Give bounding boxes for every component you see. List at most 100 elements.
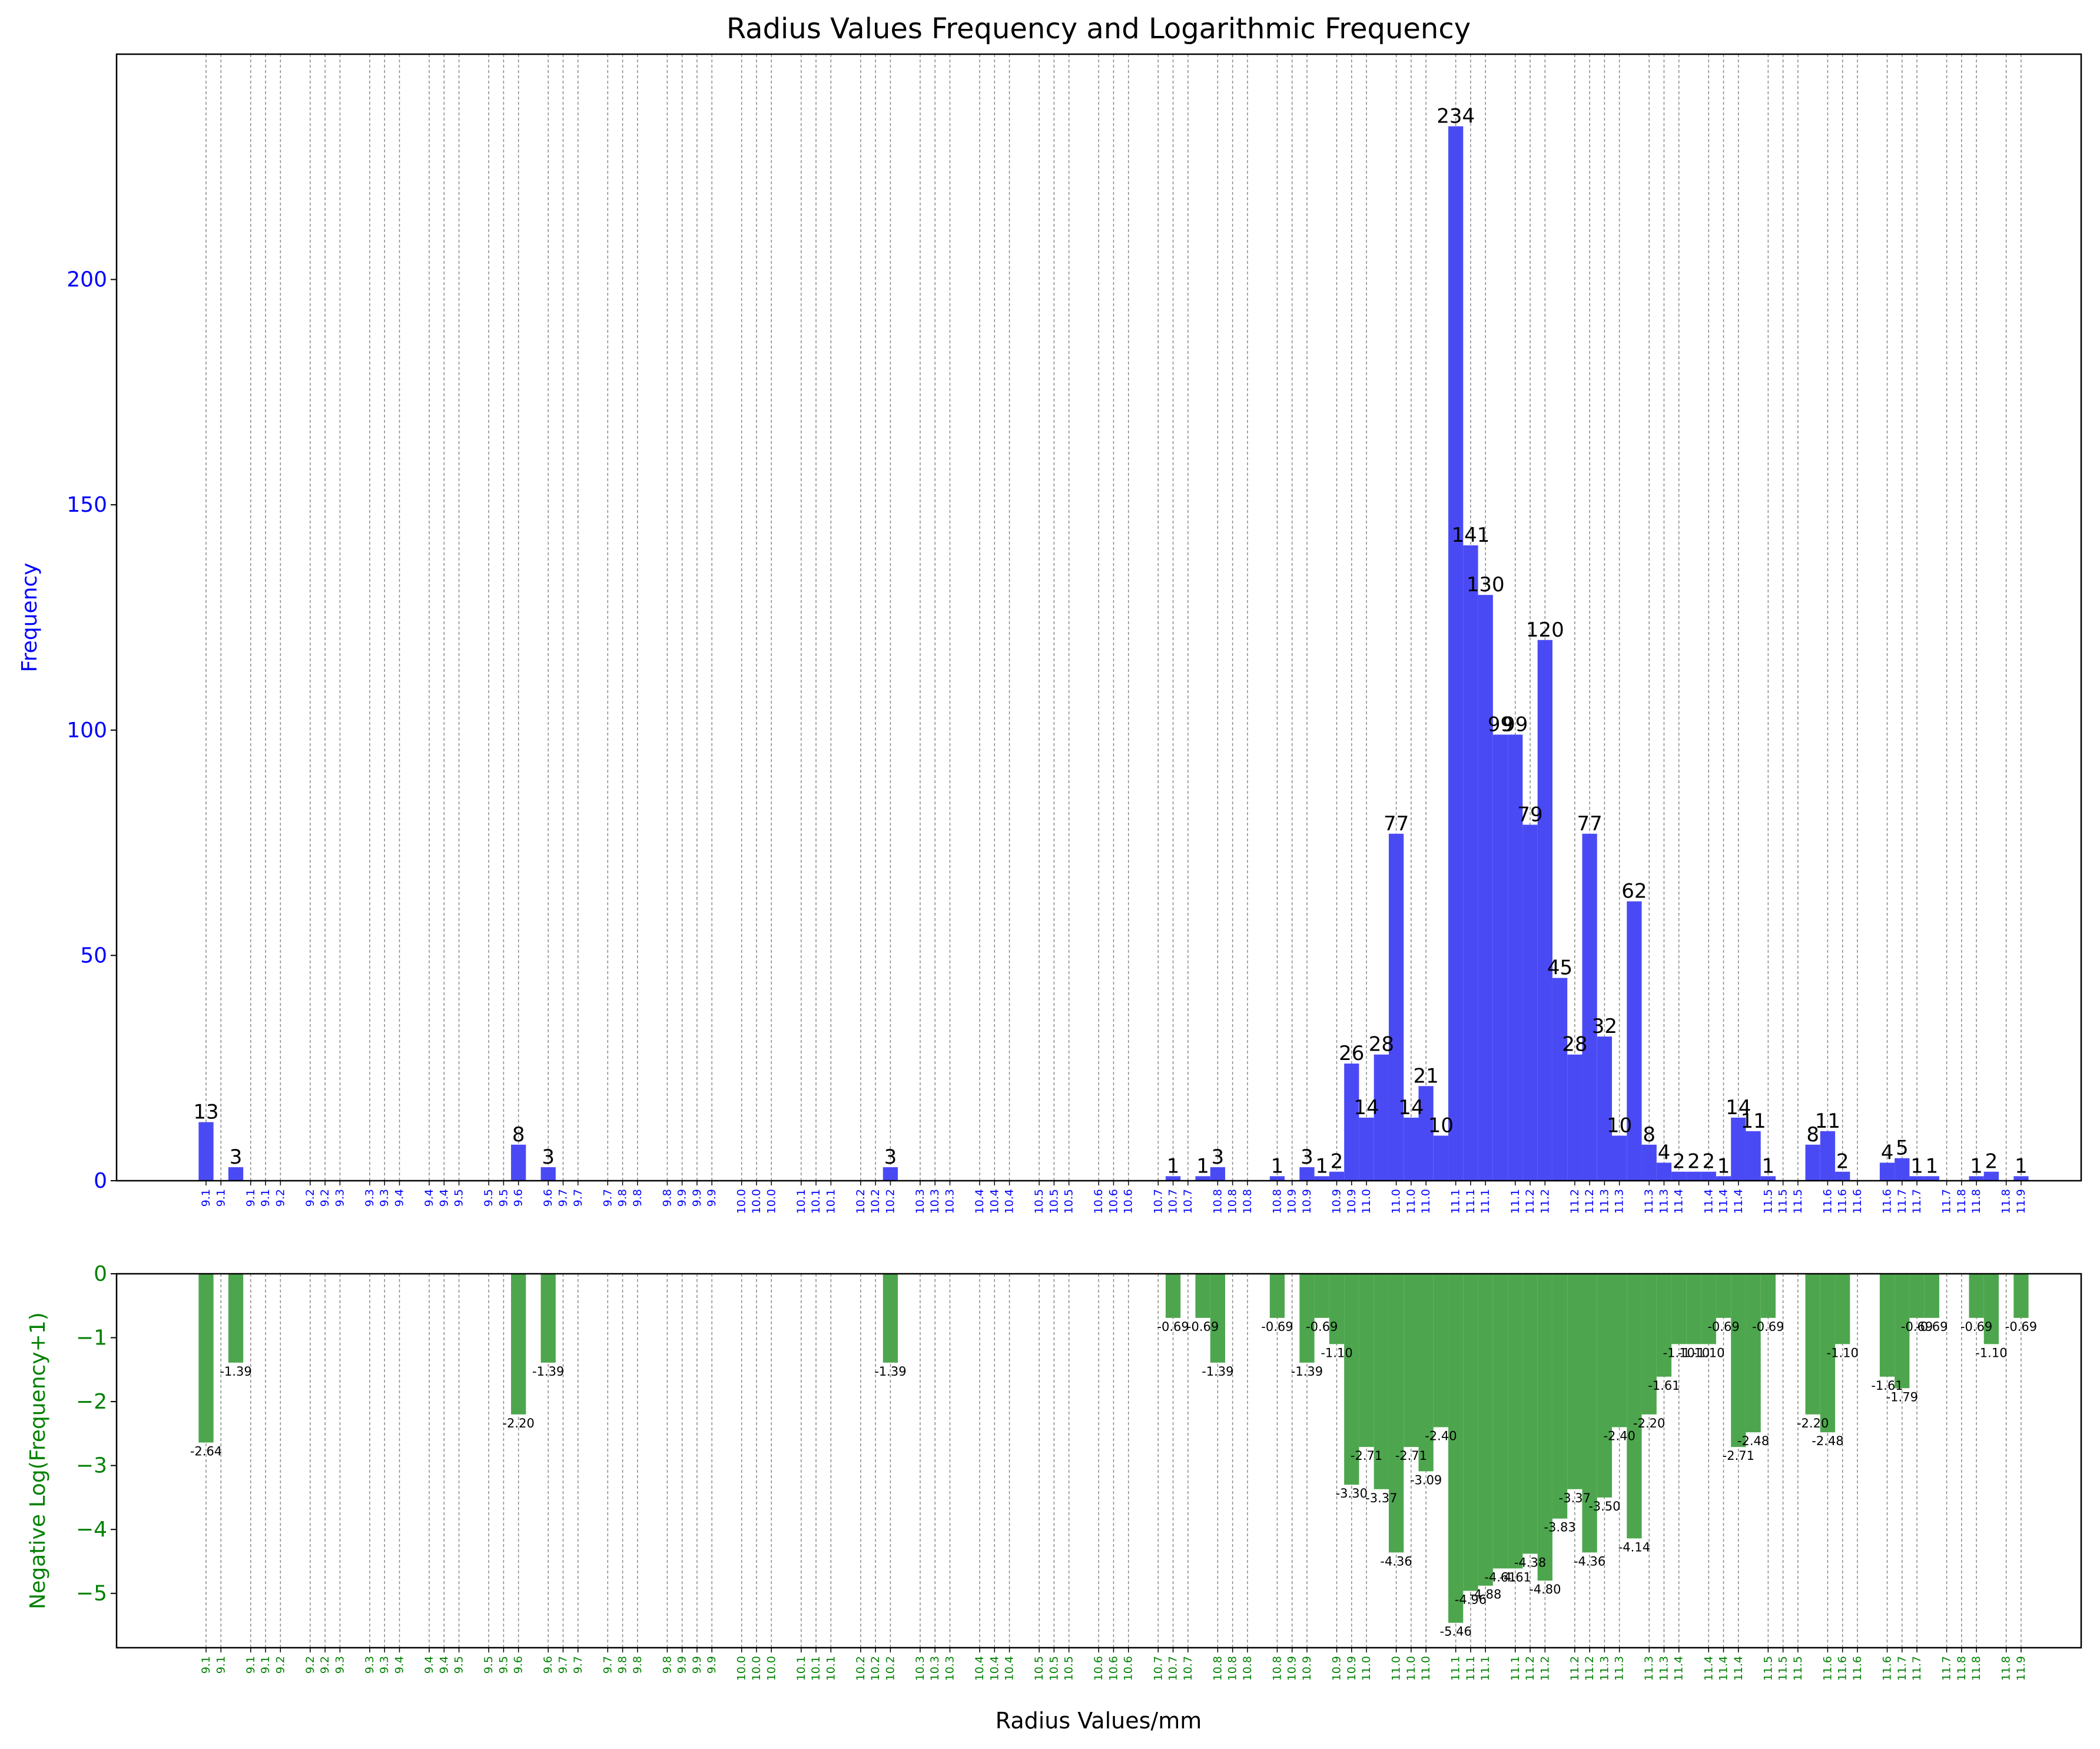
log-frequency-bar xyxy=(1612,1274,1627,1427)
log-frequency-data-label: -4.38 xyxy=(1514,1555,1546,1569)
frequency-data-label: 99 xyxy=(1502,713,1528,736)
log-frequency-y-tick-label: −4 xyxy=(76,1518,107,1542)
log-frequency-x-tick-label: 11.8 xyxy=(2000,1656,2013,1681)
log-frequency-data-label: -0.69 xyxy=(1187,1320,1219,1334)
log-frequency-bar xyxy=(883,1274,898,1363)
frequency-bar xyxy=(1448,126,1464,1181)
log-frequency-data-label: -0.69 xyxy=(1157,1320,1189,1334)
frequency-x-tick-label: 11.8 xyxy=(1955,1189,1968,1214)
frequency-x-tick-label: 9.1 xyxy=(200,1189,213,1207)
frequency-x-tick-label: 10.8 xyxy=(1241,1189,1254,1214)
frequency-bar xyxy=(1835,1171,1850,1181)
frequency-x-tick-label: 11.1 xyxy=(1479,1189,1492,1214)
frequency-bar xyxy=(1359,1117,1374,1181)
log-frequency-bar xyxy=(198,1274,214,1443)
log-frequency-bar xyxy=(1567,1274,1583,1489)
log-frequency-bar xyxy=(1374,1274,1389,1489)
frequency-x-tick-label: 11.6 xyxy=(1821,1189,1834,1214)
log-frequency-x-tick-label: 11.6 xyxy=(1881,1656,1894,1681)
frequency-x-tick-label: 11.7 xyxy=(1940,1189,1953,1214)
frequency-x-tick-label: 11.4 xyxy=(1717,1189,1730,1214)
frequency-data-label: 4 xyxy=(1881,1141,1894,1164)
frequency-x-tick-label: 10.7 xyxy=(1152,1189,1165,1214)
frequency-bar xyxy=(1567,1054,1583,1181)
log-frequency-data-label: -0.69 xyxy=(1261,1320,1293,1334)
log-frequency-panel: -2.64-1.39-2.20-1.39 -1.39-0.69-0.69-1.39… xyxy=(26,1262,2082,1734)
frequency-data-label: 11 xyxy=(1815,1109,1840,1133)
log-frequency-x-tick-label: 10.7 xyxy=(1182,1656,1195,1681)
frequency-data-label: 2 xyxy=(1985,1150,1998,1174)
log-frequency-data-label: -1.10 xyxy=(1827,1346,1859,1360)
frequency-x-tick-label: 10.1 xyxy=(795,1189,808,1214)
log-frequency-data-label: -0.69 xyxy=(2005,1320,2037,1334)
frequency-x-tick-label: 9.1 xyxy=(259,1189,272,1207)
log-frequency-data-label: -1.10 xyxy=(1975,1346,2007,1360)
frequency-bar xyxy=(1820,1131,1836,1181)
frequency-x-tick-label: 10.3 xyxy=(928,1189,941,1214)
log-frequency-data-label: -0.69 xyxy=(1901,1320,1933,1334)
frequency-bar xyxy=(1329,1171,1345,1181)
log-frequency-x-tick-label: 10.1 xyxy=(810,1656,822,1681)
frequency-data-label: 10 xyxy=(1607,1114,1632,1137)
log-frequency-y-tick-label: 0 xyxy=(94,1262,107,1286)
frequency-x-tick-label: 10.7 xyxy=(1182,1189,1195,1214)
log-frequency-x-tick-label: 9.9 xyxy=(691,1656,704,1674)
log-frequency-data-label: -0.69 xyxy=(1916,1320,1948,1334)
log-frequency-data-label: -4.14 xyxy=(1618,1540,1650,1554)
frequency-x-tick-label: 9.2 xyxy=(319,1189,331,1207)
frequency-data-label: 8 xyxy=(512,1123,525,1147)
frequency-x-tick-label: 9.1 xyxy=(214,1189,227,1207)
log-frequency-x-tick-label: 10.9 xyxy=(1331,1656,1343,1681)
log-frequency-bar xyxy=(1314,1274,1329,1318)
frequency-bar xyxy=(1612,1135,1627,1181)
log-frequency-x-tick-label: 11.1 xyxy=(1509,1656,1522,1681)
log-frequency-x-tick-label: 9.1 xyxy=(200,1656,213,1674)
frequency-data-label: 3 xyxy=(542,1145,555,1169)
frequency-data-label: 3 xyxy=(230,1145,243,1169)
frequency-data-label: 120 xyxy=(1526,618,1564,642)
log-frequency-x-tick-label: 10.5 xyxy=(1063,1656,1076,1681)
log-frequency-data-label: -2.20 xyxy=(1633,1416,1665,1430)
frequency-x-tick-label: 11.3 xyxy=(1598,1189,1611,1214)
log-frequency-data-label: -2.40 xyxy=(1425,1429,1457,1443)
log-frequency-x-tick-label: 11.4 xyxy=(1732,1656,1745,1681)
frequency-data-label: 3 xyxy=(1212,1145,1225,1169)
frequency-x-tick-label: 11.2 xyxy=(1583,1189,1596,1214)
log-frequency-x-tick-label: 10.6 xyxy=(1107,1656,1120,1681)
x-axis-label: Radius Values/mm xyxy=(996,1708,1202,1734)
log-frequency-data-labels: -2.64-1.39-2.20-1.39 -1.39-0.69-0.69-1.39… xyxy=(190,1320,2037,1639)
frequency-x-tick-label: 10.0 xyxy=(750,1189,763,1214)
frequency-data-label: 1 xyxy=(1167,1154,1180,1178)
log-frequency-x-tick-label: 10.4 xyxy=(988,1656,1001,1681)
log-frequency-x-tick-label: 9.4 xyxy=(393,1656,406,1674)
log-frequency-data-label: -4.36 xyxy=(1380,1554,1412,1568)
frequency-x-tick-label: 10.9 xyxy=(1331,1189,1343,1214)
frequency-data-label: 2 xyxy=(1836,1150,1849,1174)
log-frequency-x-tick-label: 11.4 xyxy=(1717,1656,1730,1681)
frequency-x-tick-label: 11.9 xyxy=(2015,1189,2028,1214)
frequency-bar xyxy=(1671,1171,1687,1181)
log-frequency-bar xyxy=(1195,1274,1210,1318)
log-frequency-x-tick-label: 10.6 xyxy=(1122,1656,1135,1681)
log-frequency-x-tick-label: 10.0 xyxy=(735,1656,748,1681)
log-frequency-x-tick-label: 11.7 xyxy=(1940,1656,1953,1681)
frequency-x-tick-label: 9.8 xyxy=(631,1189,644,1207)
frequency-data-label: 5 xyxy=(1896,1137,1909,1160)
frequency-x-tick-label: 9.6 xyxy=(512,1189,525,1207)
frequency-x-tick-label: 11.4 xyxy=(1702,1189,1715,1214)
frequency-bar xyxy=(1433,1135,1449,1181)
log-frequency-x-tick-label: 11.6 xyxy=(1836,1656,1849,1681)
log-frequency-x-tick-label: 9.1 xyxy=(259,1656,272,1674)
frequency-data-label: 99 xyxy=(1488,713,1513,736)
log-frequency-x-tick-label: 9.4 xyxy=(437,1656,450,1674)
log-frequency-bar xyxy=(1909,1274,1925,1318)
frequency-bar xyxy=(1656,1162,1672,1181)
frequency-x-tick-label: 10.9 xyxy=(1345,1189,1358,1214)
log-frequency-x-tick-label: 11.4 xyxy=(1673,1656,1686,1681)
frequency-bar xyxy=(1478,595,1493,1181)
frequency-bar xyxy=(1686,1171,1701,1181)
frequency-y-axis-label: Frequency xyxy=(18,563,42,673)
frequency-data-label: 1 xyxy=(2015,1154,2028,1178)
frequency-x-tick-label: 10.9 xyxy=(1301,1189,1313,1214)
